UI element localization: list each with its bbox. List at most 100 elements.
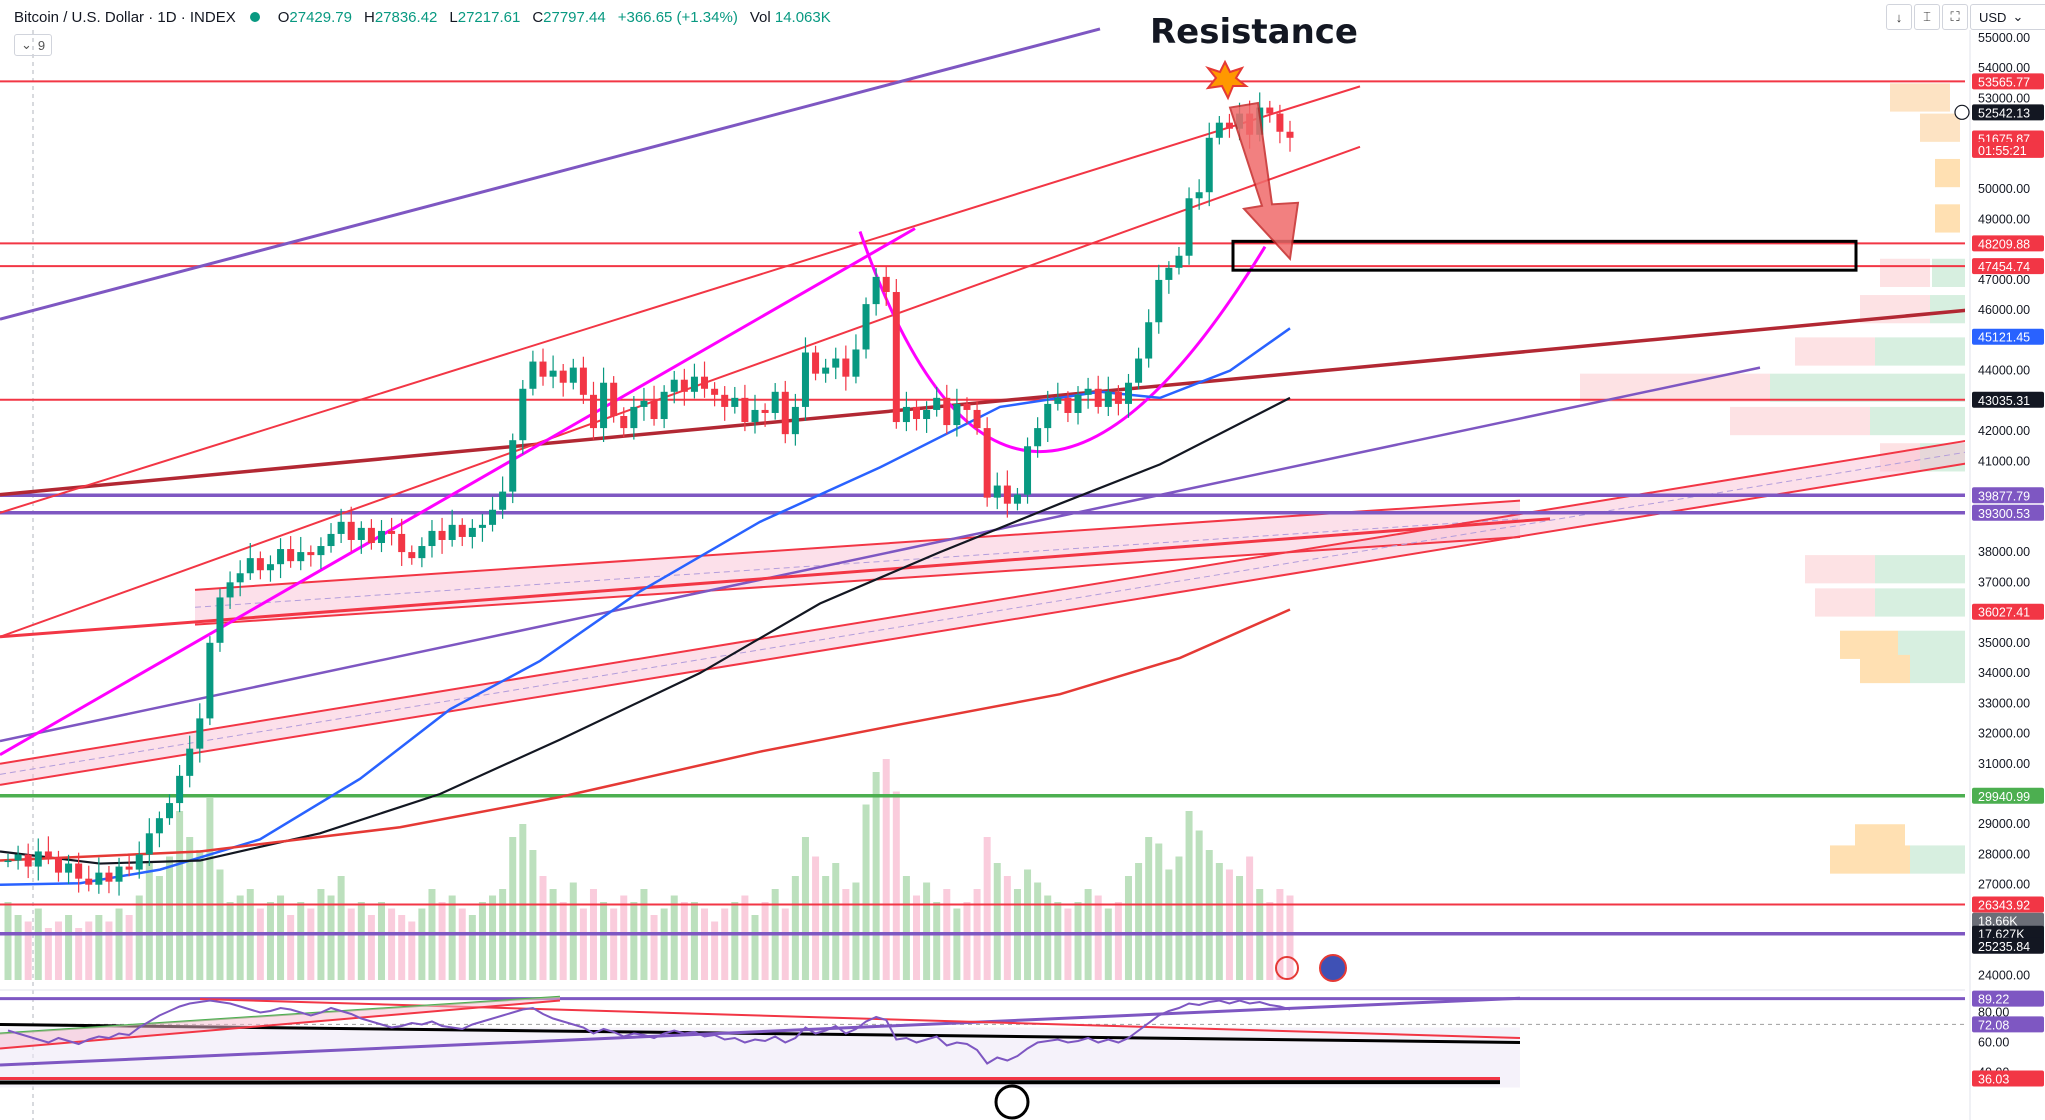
- candle-body: [367, 527, 375, 544]
- volume-profile-bar: [1935, 204, 1960, 233]
- symbol-title[interactable]: Bitcoin / U.S. Dollar · 1D · INDEX: [14, 8, 236, 26]
- candle-body: [1024, 446, 1032, 495]
- rsi-trendline-purple: [0, 996, 1521, 1067]
- price-tick-label: 32000.00: [1978, 727, 2030, 741]
- candle-body: [65, 863, 73, 873]
- volume-bar: [791, 876, 799, 980]
- download-button[interactable]: ↓: [1886, 4, 1912, 30]
- indicators-toggle[interactable]: ⌄ 9: [14, 34, 53, 56]
- volume-bar: [367, 915, 375, 980]
- volume-bar: [690, 902, 698, 980]
- candle-body: [1266, 107, 1274, 114]
- volume-bar: [933, 902, 941, 980]
- volume-profile-bar: [1860, 654, 1910, 684]
- volume-bar: [660, 908, 668, 980]
- candle-body: [105, 872, 113, 882]
- candle-body: [1034, 428, 1042, 447]
- candle-body: [943, 397, 951, 426]
- flag-icon: [1319, 954, 1347, 982]
- candle-body: [781, 391, 789, 435]
- candle-body: [983, 428, 991, 498]
- volume-bar: [75, 928, 83, 980]
- candle-body: [357, 527, 365, 540]
- volume-bar: [731, 902, 739, 980]
- candle-body: [297, 552, 305, 562]
- candle-body: [1013, 494, 1021, 504]
- candle-body: [438, 530, 446, 540]
- candle-body: [1276, 113, 1284, 132]
- high-value: 27836.42: [374, 8, 438, 26]
- fullscreen-button[interactable]: ⛶: [1942, 4, 1968, 30]
- regression-channel-upper-top: [194, 499, 1521, 591]
- candle-body: [448, 524, 456, 540]
- candle-body: [872, 276, 880, 305]
- candle-body: [1145, 322, 1153, 359]
- price-tag: [1972, 235, 2044, 252]
- volume-profile-bar: [1875, 337, 1968, 366]
- volume-bar: [559, 902, 567, 980]
- volume-bar: [1286, 895, 1294, 980]
- volume-profile-bar: [1830, 845, 1910, 874]
- volume-bar: [751, 915, 759, 980]
- candle-body: [1074, 394, 1082, 413]
- candle-body: [519, 388, 527, 441]
- volume-bar: [438, 902, 446, 980]
- plus-icon[interactable]: [1954, 104, 1970, 120]
- volume-bar: [1205, 850, 1213, 980]
- chevron-down-icon: ⌄: [2012, 9, 2024, 24]
- rsi-tag-label: 89.22: [1978, 993, 2009, 1007]
- volume-bar: [1266, 902, 1274, 980]
- price-tag-label: 25235.84: [1978, 940, 2030, 954]
- candle-body: [489, 509, 497, 525]
- candle-body: [701, 376, 709, 389]
- volume-profile-bar: [1880, 258, 1930, 287]
- volume-bar: [670, 895, 678, 980]
- volume-bar: [519, 824, 527, 980]
- volume-bar: [822, 876, 830, 980]
- price-tag-label: 52542.13: [1978, 106, 2030, 120]
- candle-body: [377, 530, 385, 544]
- candle-body: [791, 406, 799, 435]
- volume-bar: [24, 921, 32, 980]
- candle-body: [206, 642, 214, 719]
- candle-body: [458, 524, 466, 537]
- candle-body: [862, 304, 870, 350]
- volume-label: Vol: [749, 8, 771, 26]
- candle-body: [14, 854, 22, 861]
- candle-body: [256, 558, 264, 571]
- volume-bar: [398, 915, 406, 980]
- volume-bar: [277, 895, 285, 980]
- candle-body: [327, 533, 335, 547]
- currency-label: USD: [1979, 9, 2007, 25]
- candle-body: [4, 860, 12, 863]
- volume-bar: [408, 921, 416, 980]
- candle-body: [882, 276, 890, 293]
- volume-bar: [812, 856, 820, 980]
- alert-icon: [1275, 956, 1299, 980]
- candle-body: [771, 391, 779, 413]
- candle-body: [801, 352, 809, 407]
- candle-body: [145, 833, 153, 855]
- price-tick-label: 28000.00: [1978, 847, 2030, 861]
- volume-bar: [135, 895, 143, 980]
- cup-curve: [858, 231, 1267, 454]
- currency-select[interactable]: USD ⌄: [1970, 4, 2045, 30]
- candle-body: [277, 549, 285, 565]
- price-tick-label: 55000.00: [1978, 31, 2030, 45]
- volume-bar: [256, 908, 264, 980]
- candle-body: [408, 552, 416, 559]
- volume-profile-bar: [1910, 845, 1968, 874]
- volume-bar: [196, 850, 204, 980]
- rsi-channel-red: [0, 999, 561, 1050]
- text-select-button[interactable]: ⌶: [1914, 4, 1940, 30]
- volume-bar: [287, 915, 295, 980]
- price-tick-label: 49000.00: [1978, 212, 2030, 226]
- candle-body: [1054, 397, 1062, 404]
- candle-body: [418, 546, 426, 559]
- price-tag-label: 43035.31: [1978, 394, 2030, 408]
- candle-body: [176, 775, 184, 804]
- candle-body: [741, 397, 749, 423]
- volume-bar: [741, 895, 749, 980]
- candle-body: [155, 818, 163, 834]
